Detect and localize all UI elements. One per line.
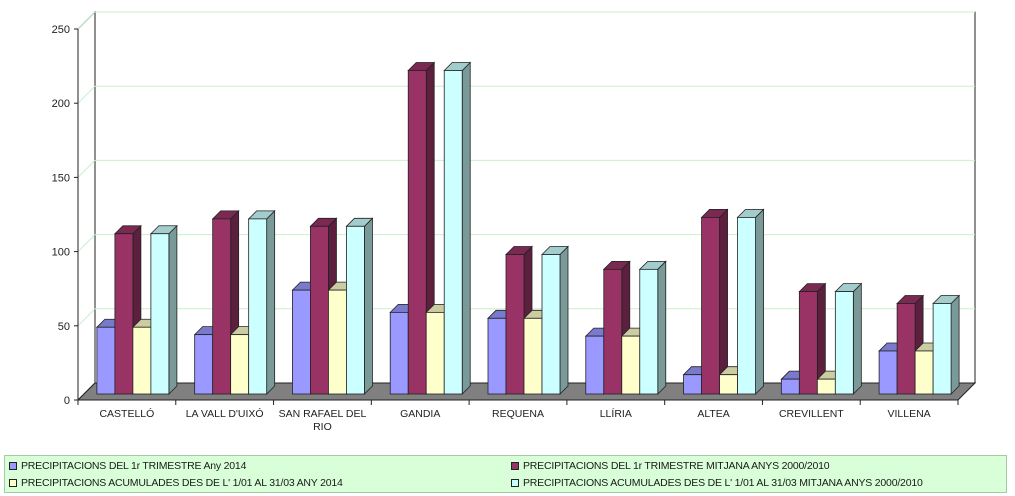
x-category-label: VILLENA	[888, 408, 931, 420]
x-category-label: LA VALL D'UIXÓ	[186, 407, 264, 420]
y-tick-label: 200	[52, 98, 70, 110]
bar-s1-c8	[780, 378, 800, 395]
chart-side-wall	[77, 10, 96, 402]
y-tick-label: 50	[58, 321, 70, 333]
bar-s1-c3	[292, 289, 311, 395]
y-tick-label: 100	[52, 247, 70, 259]
legend-item-series-2: PRECIPITACIONS DEL 1r TRIMESTRE MITJANA …	[511, 460, 830, 472]
chart-legend: PRECIPITACIONS DEL 1r TRIMESTRE Any 2014…	[4, 455, 1007, 493]
x-category-label: GANDIA	[400, 408, 440, 420]
gridline-side	[77, 85, 96, 104]
legend-item-series-1: PRECIPITACIONS DEL 1r TRIMESTRE Any 2014	[9, 460, 246, 472]
y-tick-label: 150	[52, 172, 70, 184]
bar-s4-c1	[150, 233, 170, 395]
bar-s4-c6-side	[657, 260, 667, 395]
y-tick-label: 250	[52, 24, 70, 36]
gridline-side	[77, 160, 96, 178]
x-category-label: REQUENA	[492, 408, 544, 420]
legend-label-series-1: PRECIPITACIONS DEL 1r TRIMESTRE Any 2014	[21, 460, 247, 472]
legend-label-series-2: PRECIPITACIONS DEL 1r TRIMESTRE MITJANA …	[523, 460, 830, 472]
gridline-side	[77, 11, 96, 30]
bar-s1-c6	[585, 335, 605, 395]
legend-item-series-3: PRECIPITACIONS ACUMULADES DES DE L' 1/01…	[9, 477, 343, 489]
bar-s4-c7	[737, 217, 756, 395]
bar-s3-c6	[621, 335, 641, 395]
bar-s4-c4-side	[461, 61, 471, 395]
bar-s2-c2	[212, 218, 232, 395]
bar-s1-c9	[878, 350, 898, 395]
bar-s3-c2	[230, 334, 250, 395]
bar-s2-c6	[603, 268, 623, 395]
bar-s2-c7-side	[719, 208, 728, 395]
bar-s2-c5	[505, 254, 525, 395]
bar-s4-c4	[443, 70, 463, 395]
bar-s1-c4	[389, 311, 409, 395]
bar-s1-c2	[194, 334, 214, 395]
bar-s1-c7	[683, 374, 702, 395]
legend-swatch-series-1	[9, 462, 17, 470]
gridline-side	[77, 234, 96, 252]
x-category-label: ALTEA	[697, 408, 729, 420]
bar-s1-c1	[96, 326, 116, 395]
bar-s3-c9	[914, 350, 934, 395]
x-category-label: CREVILLENT	[779, 408, 844, 420]
bar-s2-c3	[310, 225, 329, 395]
legend-label-series-3: PRECIPITACIONS ACUMULADES DES DE L' 1/01…	[21, 477, 343, 489]
bar-s2-c4	[407, 70, 427, 395]
bar-s4-c5-side	[559, 245, 569, 395]
bar-s3-c4	[425, 311, 445, 395]
bar-s4-c1-side	[168, 224, 178, 395]
bar-s2-c7	[701, 217, 720, 395]
bar-s3-c5	[523, 317, 543, 395]
bar-s3-c8	[816, 378, 836, 395]
bar-chart: 0 50 100 150 200 250 CASTELLÓ LA VALL D'UIXÓ SAN…	[52, 10, 977, 433]
bar-s1-c5	[487, 317, 507, 395]
bar-s4-c8-side	[852, 282, 862, 395]
y-tick-label: 0	[64, 395, 70, 407]
legend-label-series-4: PRECIPITACIONS ACUMULADES DES DE L' 1/01…	[523, 477, 923, 489]
bar-s2-c9	[896, 303, 916, 395]
bar-s4-c8	[834, 291, 854, 395]
bar-s4-c3-side	[364, 217, 373, 395]
bar-s4-c6	[639, 268, 659, 395]
bar-s3-c7	[719, 374, 738, 395]
legend-swatch-series-2	[511, 462, 519, 470]
bar-s4-c2-side	[266, 209, 276, 395]
x-category-label: LLÍRIA	[600, 407, 632, 420]
legend-swatch-series-3	[9, 479, 17, 487]
bar-s4-c3	[346, 225, 365, 395]
x-category-label: CASTELLÓ	[99, 407, 154, 420]
gridline-side	[77, 308, 96, 327]
bar-s4-c9	[932, 303, 952, 395]
bar-s3-c3	[328, 289, 347, 395]
bar-s4-c7-side	[755, 208, 764, 395]
bar-s4-c2	[248, 218, 268, 395]
bar-s4-c5	[541, 254, 561, 395]
bar-s4-c9-side	[950, 294, 960, 395]
bar-s2-c8	[798, 291, 818, 395]
legend-item-series-4: PRECIPITACIONS ACUMULADES DES DE L' 1/01…	[511, 477, 923, 489]
legend-swatch-series-4	[511, 479, 519, 487]
bar-s3-c1	[132, 326, 152, 395]
x-category-label: SAN RAFAEL DEL RIO	[279, 408, 367, 433]
bar-s2-c1	[114, 233, 134, 395]
